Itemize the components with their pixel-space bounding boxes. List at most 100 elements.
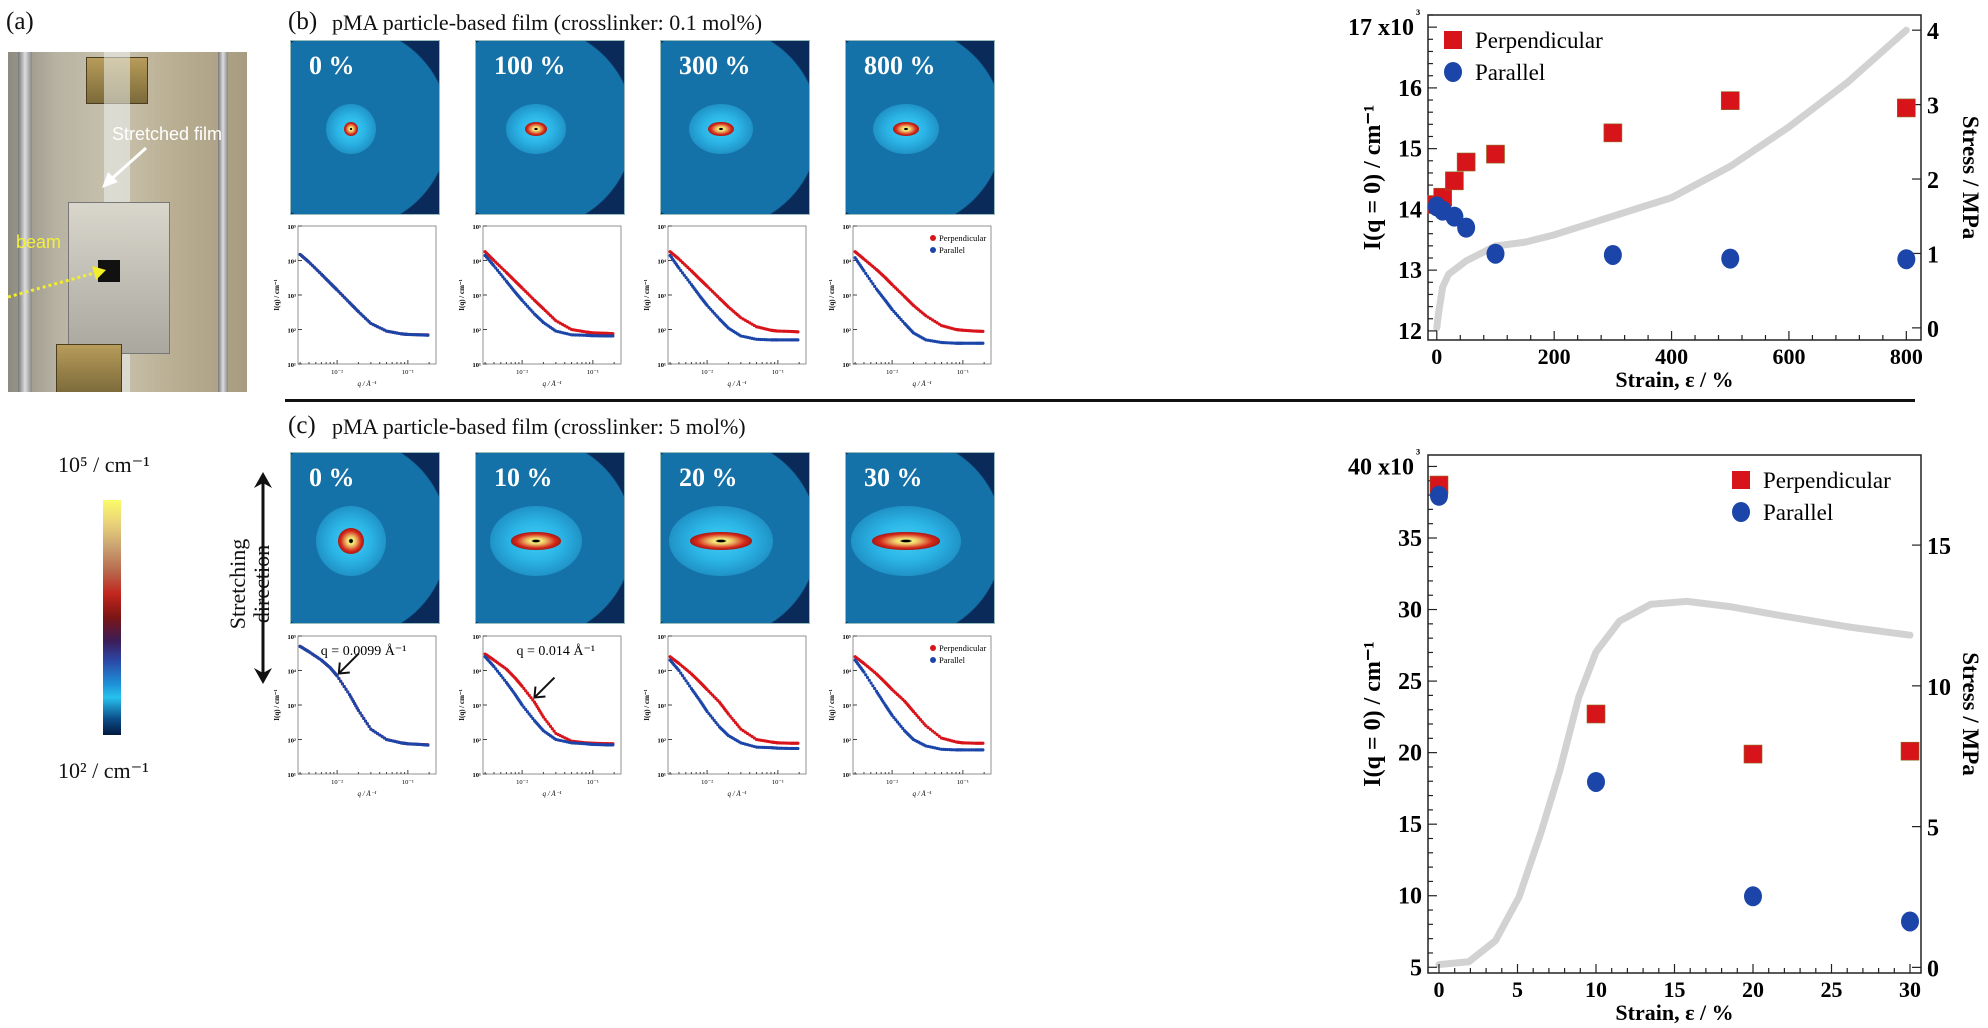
- data-point: [1586, 704, 1606, 724]
- data-point: [864, 271, 868, 276]
- data-point: [679, 671, 683, 675]
- legend-label-perpendicular: Perpendicular: [939, 643, 986, 653]
- y-tick-label: 10³: [473, 293, 482, 300]
- data-point: [524, 707, 528, 712]
- x-tick-label: 10⁻¹: [957, 779, 969, 786]
- data-point: [892, 715, 896, 720]
- series-parallel: [668, 253, 800, 342]
- legend-marker-perpendicular: [1444, 31, 1462, 49]
- y-tick-label-with-multiplier: 40 x10: [1348, 454, 1414, 480]
- y-axis-label: I(q) / cm⁻¹: [273, 689, 281, 720]
- data-point: [895, 720, 900, 724]
- data-point: [545, 720, 549, 724]
- data-point: [525, 691, 530, 695]
- plot-frame: [852, 225, 992, 365]
- data-point: [340, 682, 345, 686]
- y-tick-label: 10³: [658, 293, 667, 300]
- x-tick-label: 10: [1585, 977, 1607, 1002]
- y-tick-label: 10⁵: [658, 634, 667, 641]
- data-point: [529, 714, 533, 718]
- y-tick-label: 10⁵: [473, 224, 482, 231]
- x-tick-label: 30: [1899, 977, 1921, 1002]
- data-point: [899, 724, 903, 728]
- scattering-spot: [524, 122, 548, 136]
- series-perpendicular: [1429, 475, 1920, 764]
- data-point: [497, 270, 501, 275]
- data-point: [716, 723, 720, 727]
- data-point: [548, 724, 553, 728]
- x-tick-label: 10⁻²: [701, 369, 713, 376]
- y2-tick-label: 2: [1927, 168, 1939, 194]
- data-point: [869, 681, 873, 685]
- legend-label-parallel: Parallel: [1763, 500, 1833, 525]
- data-point: [524, 689, 528, 693]
- x-tick-label: 10⁻¹: [772, 779, 784, 786]
- y-tick-label: 10¹: [473, 772, 482, 779]
- y-tick-label: 10³: [843, 703, 852, 710]
- y-tick-label: 10²: [658, 328, 667, 335]
- y2-tick-label: 0: [1927, 956, 1939, 982]
- experimental-setup-photo: Stretched film beam: [8, 52, 247, 392]
- y-tick-label: 10⁵: [288, 224, 297, 231]
- strain-label: 10 %: [494, 463, 553, 492]
- y-tick-label: 10⁵: [658, 224, 667, 231]
- data-point: [707, 712, 711, 716]
- data-point: [937, 734, 941, 738]
- data-point: [684, 679, 688, 683]
- legend-label-parallel: Parallel: [939, 655, 966, 665]
- y-tick-label: 30: [1398, 598, 1422, 624]
- data-point: [1486, 243, 1505, 264]
- data-point: [1486, 144, 1505, 164]
- data-point: [981, 748, 985, 752]
- data-point: [527, 712, 531, 716]
- data-point: [901, 726, 905, 731]
- x-tick-label: 600: [1772, 344, 1805, 369]
- data-point: [611, 743, 615, 747]
- y-tick-label: 5: [1410, 955, 1422, 981]
- data-point: [494, 667, 498, 671]
- data-point: [543, 717, 547, 721]
- x-axis-label: q / Å⁻¹: [542, 380, 561, 388]
- data-point: [492, 264, 496, 268]
- plot-frame: [667, 225, 807, 365]
- y2-tick-label: 10: [1927, 675, 1951, 701]
- series-perpendicular: [483, 250, 615, 336]
- x-tick-label: 10⁻²: [886, 779, 898, 786]
- y-tick-label: 10³: [658, 703, 667, 710]
- data-point: [869, 279, 873, 283]
- data-point: [499, 674, 503, 678]
- y-tick-label: 10³: [473, 703, 482, 710]
- legend-label-parallel: Parallel: [1475, 60, 1545, 85]
- data-point: [522, 686, 526, 691]
- double-arrow-icon: [254, 472, 272, 684]
- intensity-colorbar: [103, 500, 121, 735]
- y-axis-label: I(q) / cm⁻¹: [458, 689, 466, 720]
- y-tick-label: 13: [1398, 258, 1422, 284]
- y-tick-label: 10⁵: [473, 634, 482, 641]
- arrowhead-icon: [337, 662, 350, 675]
- x-tick-label: 10⁻²: [331, 369, 343, 376]
- support-rod: [18, 52, 32, 392]
- data-point: [547, 722, 551, 726]
- data-point: [363, 719, 368, 723]
- saxs-detector-image: 0 %: [290, 40, 440, 215]
- data-point: [981, 329, 985, 333]
- y2-tick-label: 5: [1927, 816, 1939, 842]
- y-tick-label: 10⁴: [843, 259, 852, 266]
- data-point: [864, 673, 868, 677]
- data-point: [796, 338, 800, 342]
- y-multiplier-exponent: ³: [1416, 447, 1420, 462]
- data-point: [682, 676, 686, 680]
- data-point: [1586, 771, 1605, 792]
- x-tick-label: 10⁻²: [516, 779, 528, 786]
- scattering-spot: [872, 532, 940, 550]
- y-tick-label: 10²: [288, 738, 297, 745]
- scattering-profile-plot-c-30: 10¹ 10² 10³ 10⁴ 10⁵ 10⁻² 10⁻¹ q / Å⁻¹ I(q) / cm⁻…: [828, 634, 992, 798]
- data-point: [1603, 123, 1623, 143]
- y-tick-label: 10⁵: [843, 224, 852, 231]
- data-point: [871, 684, 875, 688]
- data-point: [1429, 485, 1448, 506]
- series-perpendicular: [668, 655, 800, 745]
- y-tick-label: 10¹: [288, 362, 297, 369]
- data-point: [894, 718, 898, 722]
